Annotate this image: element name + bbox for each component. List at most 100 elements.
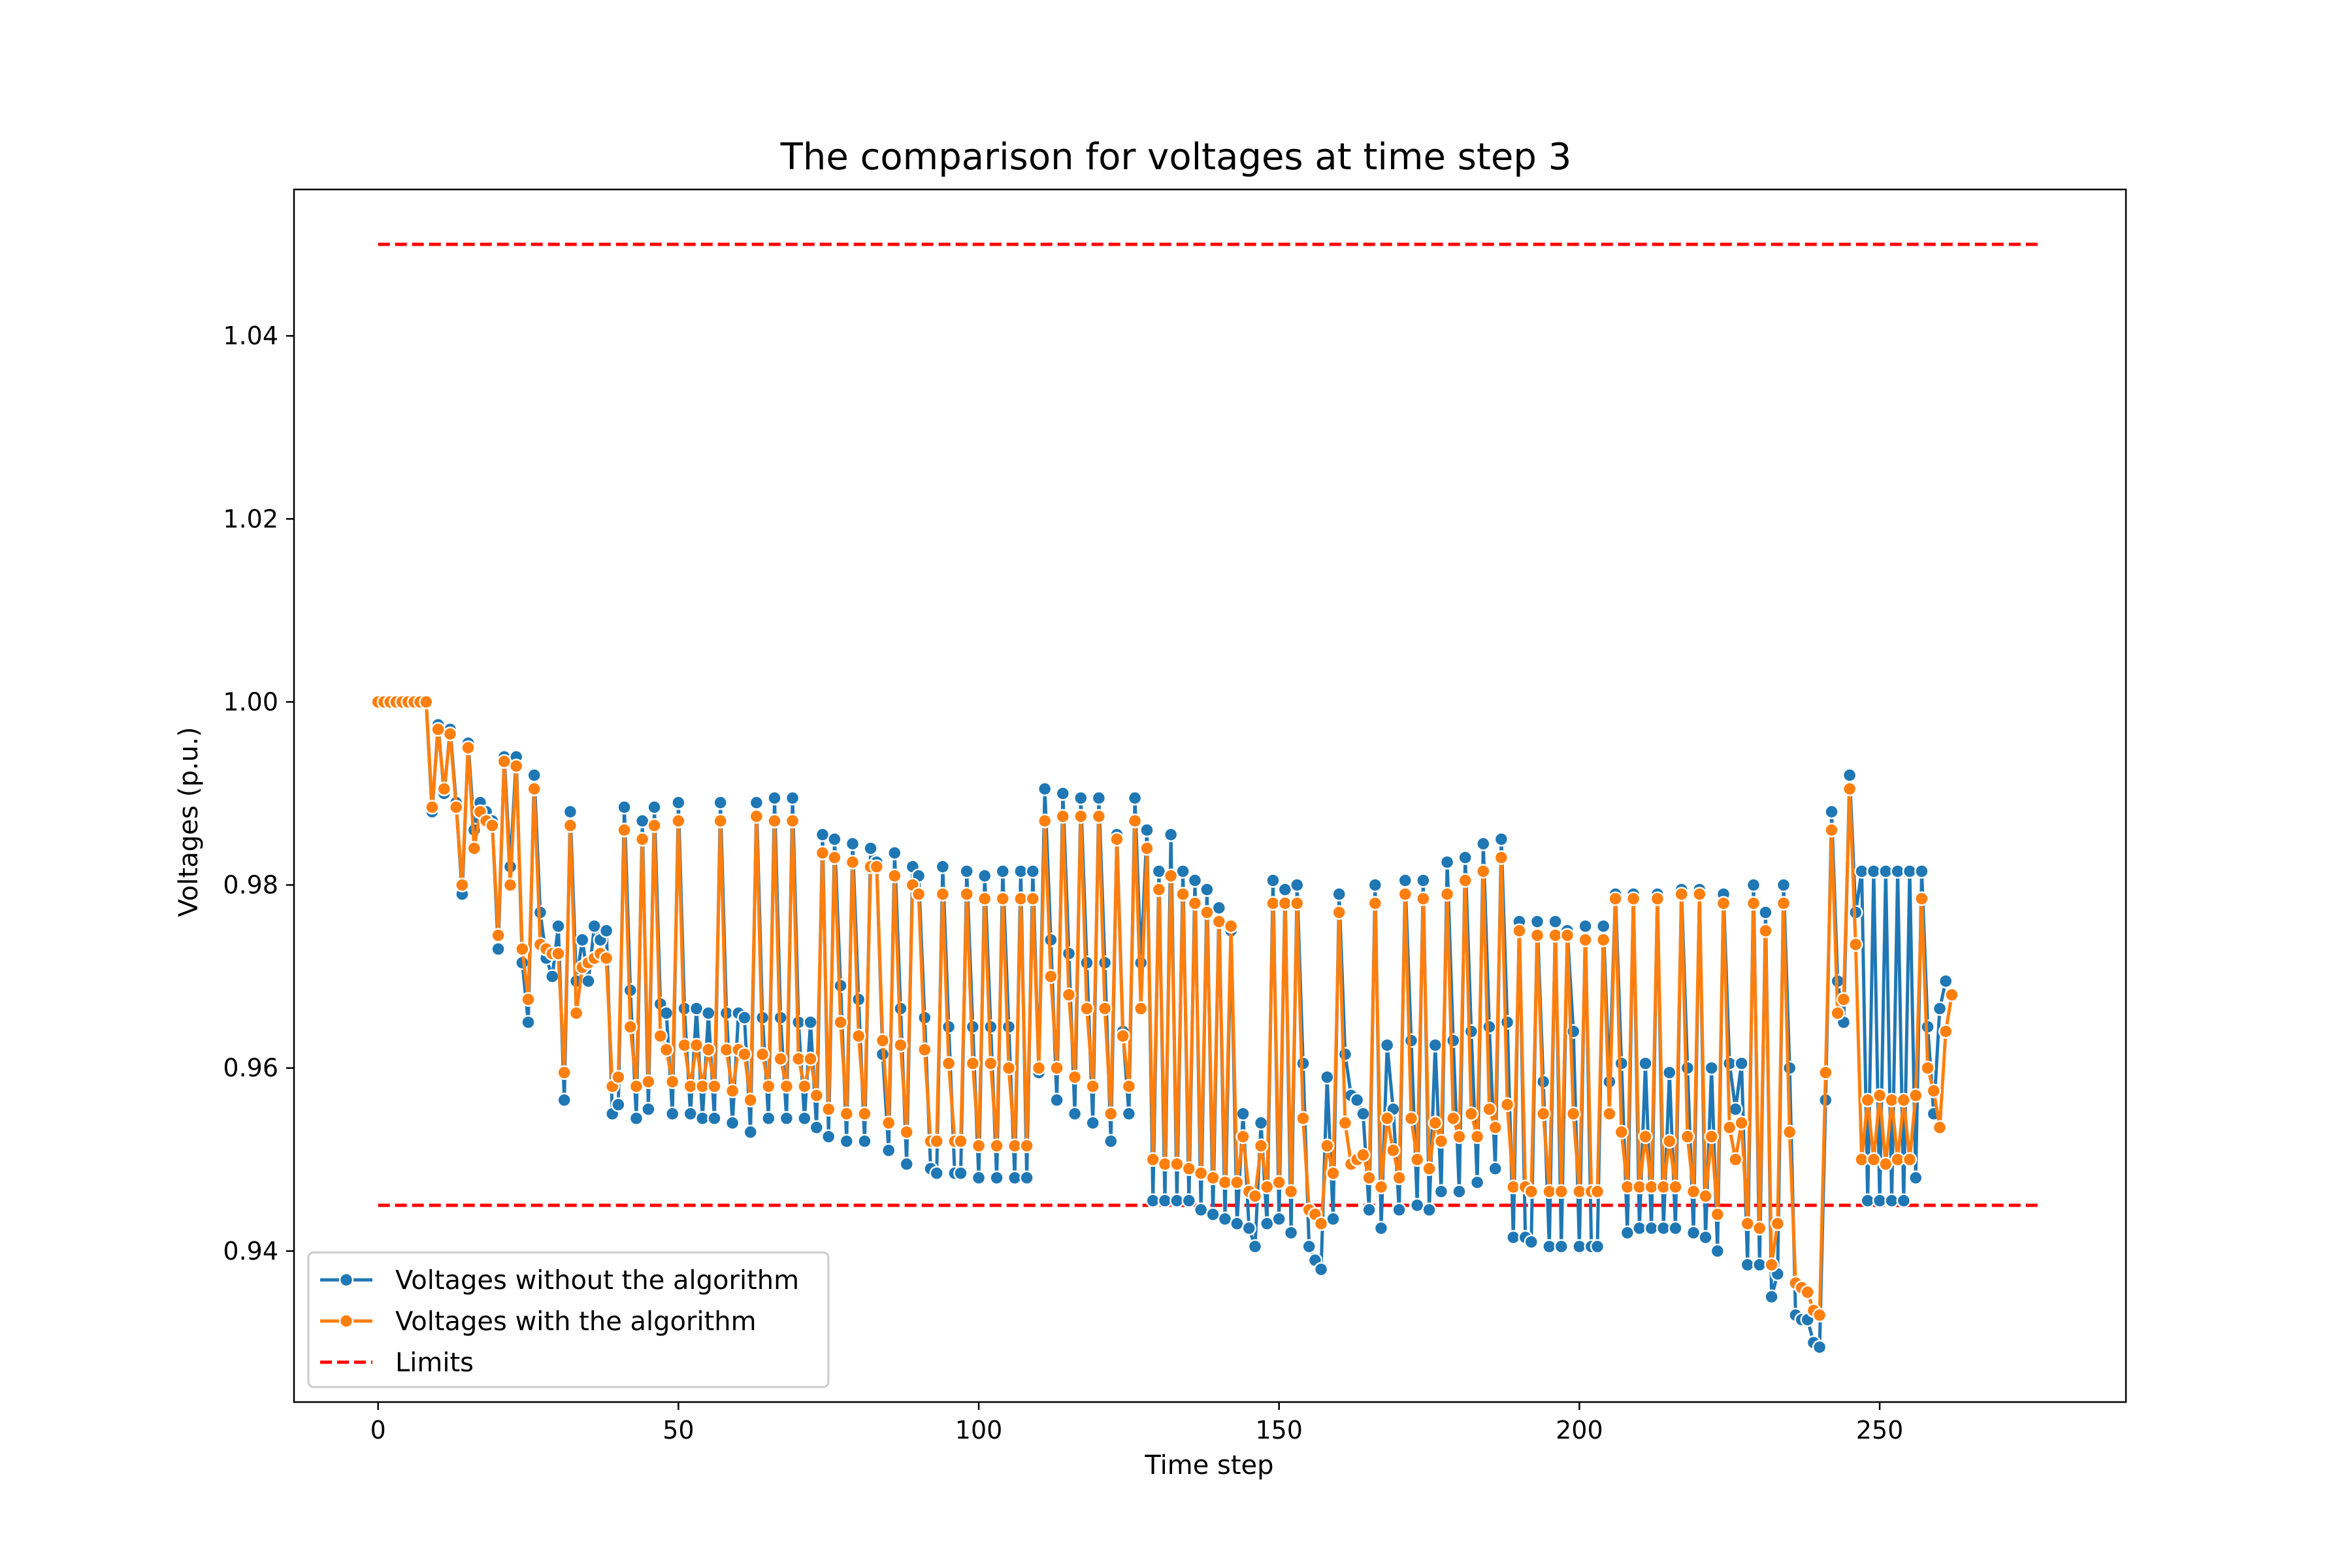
data-point bbox=[431, 722, 446, 737]
data-point bbox=[1139, 841, 1154, 856]
data-point bbox=[1439, 855, 1455, 870]
data-point bbox=[1638, 1129, 1653, 1145]
data-point bbox=[767, 791, 782, 806]
data-point bbox=[1776, 896, 1791, 911]
data-point bbox=[1890, 864, 1905, 879]
legend-marker-without bbox=[338, 1272, 354, 1288]
data-point bbox=[1320, 1070, 1335, 1085]
data-point bbox=[664, 1106, 680, 1122]
data-point bbox=[725, 1115, 740, 1131]
data-point bbox=[1638, 1056, 1653, 1071]
data-point bbox=[1488, 1120, 1503, 1135]
data-point bbox=[887, 868, 902, 883]
data-point bbox=[1019, 1170, 1034, 1186]
data-point bbox=[1211, 900, 1227, 915]
data-point bbox=[1205, 1207, 1220, 1222]
data-point bbox=[1764, 1257, 1779, 1273]
data-point bbox=[1290, 896, 1305, 911]
data-point bbox=[767, 813, 782, 828]
data-point bbox=[1079, 1001, 1094, 1016]
data-point bbox=[575, 932, 590, 947]
data-point bbox=[1001, 1060, 1017, 1075]
data-point bbox=[857, 1134, 872, 1149]
data-point bbox=[863, 841, 878, 856]
data-point bbox=[1499, 1097, 1515, 1113]
data-point bbox=[1842, 781, 1857, 796]
data-point bbox=[857, 1106, 872, 1122]
data-point bbox=[1560, 928, 1575, 943]
data-point bbox=[713, 813, 728, 828]
data-point bbox=[1452, 1129, 1467, 1145]
data-point bbox=[839, 1134, 855, 1149]
data-point bbox=[1007, 1138, 1022, 1154]
data-point bbox=[1662, 1134, 1677, 1149]
data-point bbox=[1025, 864, 1041, 879]
data-point bbox=[1139, 823, 1154, 838]
data-point bbox=[689, 1001, 704, 1016]
data-point bbox=[1716, 896, 1731, 911]
data-point bbox=[1704, 1129, 1719, 1145]
data-point bbox=[664, 1074, 680, 1089]
data-point bbox=[1271, 1211, 1286, 1227]
data-point bbox=[725, 1083, 740, 1098]
data-point bbox=[1422, 1202, 1437, 1218]
x-tick-label: 250 bbox=[1856, 1416, 1904, 1445]
data-point bbox=[1223, 919, 1239, 934]
data-point bbox=[989, 1170, 1004, 1186]
data-point bbox=[1301, 1239, 1316, 1254]
data-point bbox=[1145, 1152, 1160, 1168]
data-point bbox=[1217, 1211, 1233, 1227]
data-point bbox=[1866, 864, 1882, 879]
data-point bbox=[1812, 1307, 1827, 1323]
data-point bbox=[971, 1170, 987, 1186]
data-point bbox=[1800, 1284, 1815, 1300]
data-point bbox=[701, 1005, 716, 1021]
data-point bbox=[1115, 1028, 1130, 1043]
data-point bbox=[497, 754, 512, 769]
data-point bbox=[1650, 891, 1665, 906]
data-point bbox=[845, 836, 860, 851]
data-point bbox=[671, 795, 686, 810]
data-point bbox=[1698, 1230, 1713, 1245]
data-point bbox=[551, 919, 566, 934]
data-point bbox=[1614, 1124, 1629, 1140]
data-point bbox=[917, 1042, 932, 1057]
data-point bbox=[641, 1074, 656, 1089]
data-point bbox=[659, 1042, 674, 1057]
data-point bbox=[743, 1124, 758, 1140]
data-point bbox=[629, 1111, 644, 1126]
data-point bbox=[1656, 1179, 1671, 1195]
data-point bbox=[1200, 882, 1215, 897]
data-point bbox=[1073, 791, 1088, 806]
data-point bbox=[785, 813, 800, 828]
data-point bbox=[1260, 1216, 1275, 1232]
data-point bbox=[1151, 882, 1167, 897]
data-point bbox=[1529, 928, 1545, 943]
data-point bbox=[1476, 864, 1491, 879]
data-point bbox=[1572, 1184, 1587, 1200]
data-point bbox=[1326, 1211, 1341, 1227]
data-point bbox=[1091, 791, 1107, 806]
data-point bbox=[959, 864, 974, 879]
data-point bbox=[442, 727, 458, 742]
data-point bbox=[899, 1156, 914, 1172]
data-point bbox=[1554, 1184, 1569, 1200]
data-point bbox=[869, 859, 885, 874]
y-axis: 0.94 0.96 0.98 1.00 1.02 1.04 bbox=[223, 321, 294, 1266]
data-point bbox=[1409, 1198, 1425, 1213]
data-point bbox=[1055, 809, 1071, 824]
data-point bbox=[1109, 832, 1124, 847]
data-point bbox=[1602, 1106, 1617, 1122]
data-point bbox=[1620, 1225, 1635, 1241]
data-point bbox=[1908, 1088, 1923, 1103]
y-tick-label: 0.96 bbox=[223, 1054, 278, 1083]
data-point bbox=[1416, 873, 1431, 888]
data-point bbox=[1373, 1220, 1389, 1236]
data-point bbox=[1548, 928, 1563, 943]
data-point bbox=[1367, 877, 1383, 892]
data-point bbox=[1439, 887, 1455, 902]
data-point bbox=[1860, 1092, 1875, 1108]
data-point bbox=[1938, 1024, 1953, 1039]
data-point bbox=[598, 923, 614, 938]
y-tick-label: 0.98 bbox=[223, 871, 278, 900]
